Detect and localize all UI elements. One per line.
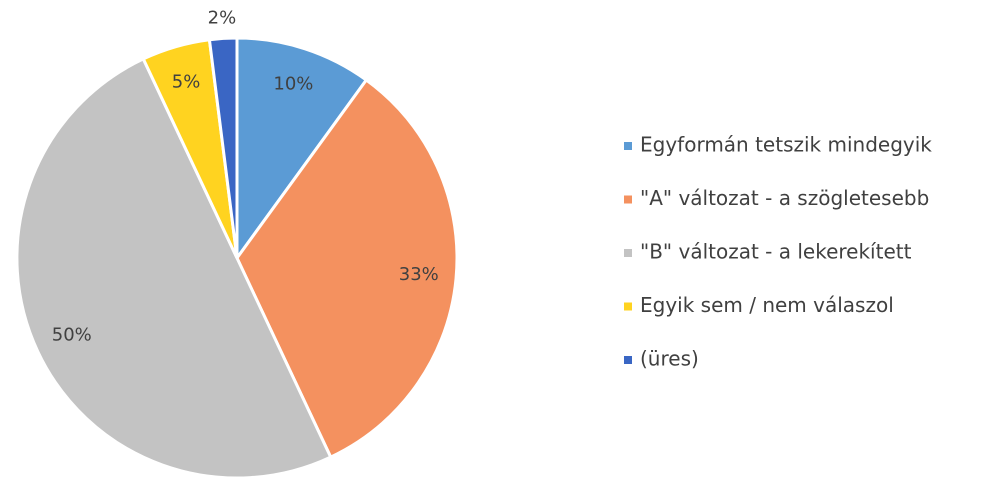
legend-label: Egyik sem / nem válaszol [640,293,894,317]
pie-slice [235,36,369,263]
legend-label: "A" változat - a szögletesebb [640,186,929,210]
value-label: 33% [399,264,439,285]
pie-slice [207,36,239,259]
value-label: 5% [172,72,201,93]
legend-swatch [624,249,632,257]
legend-swatch [624,302,632,311]
value-label: 10% [273,73,313,94]
value-label: 2% [208,8,237,29]
pie-slice [235,77,459,460]
legend-label: "B" változat - a lekerekített [640,240,912,264]
legend-swatch [624,356,632,364]
pie-slice [15,56,333,479]
legend-swatch [624,142,632,150]
legend-label: Egyformán tetszik mindegyik [640,133,932,157]
value-label: 50% [52,325,92,346]
legend-swatch [624,195,632,204]
legend-label: (üres) [640,347,699,371]
